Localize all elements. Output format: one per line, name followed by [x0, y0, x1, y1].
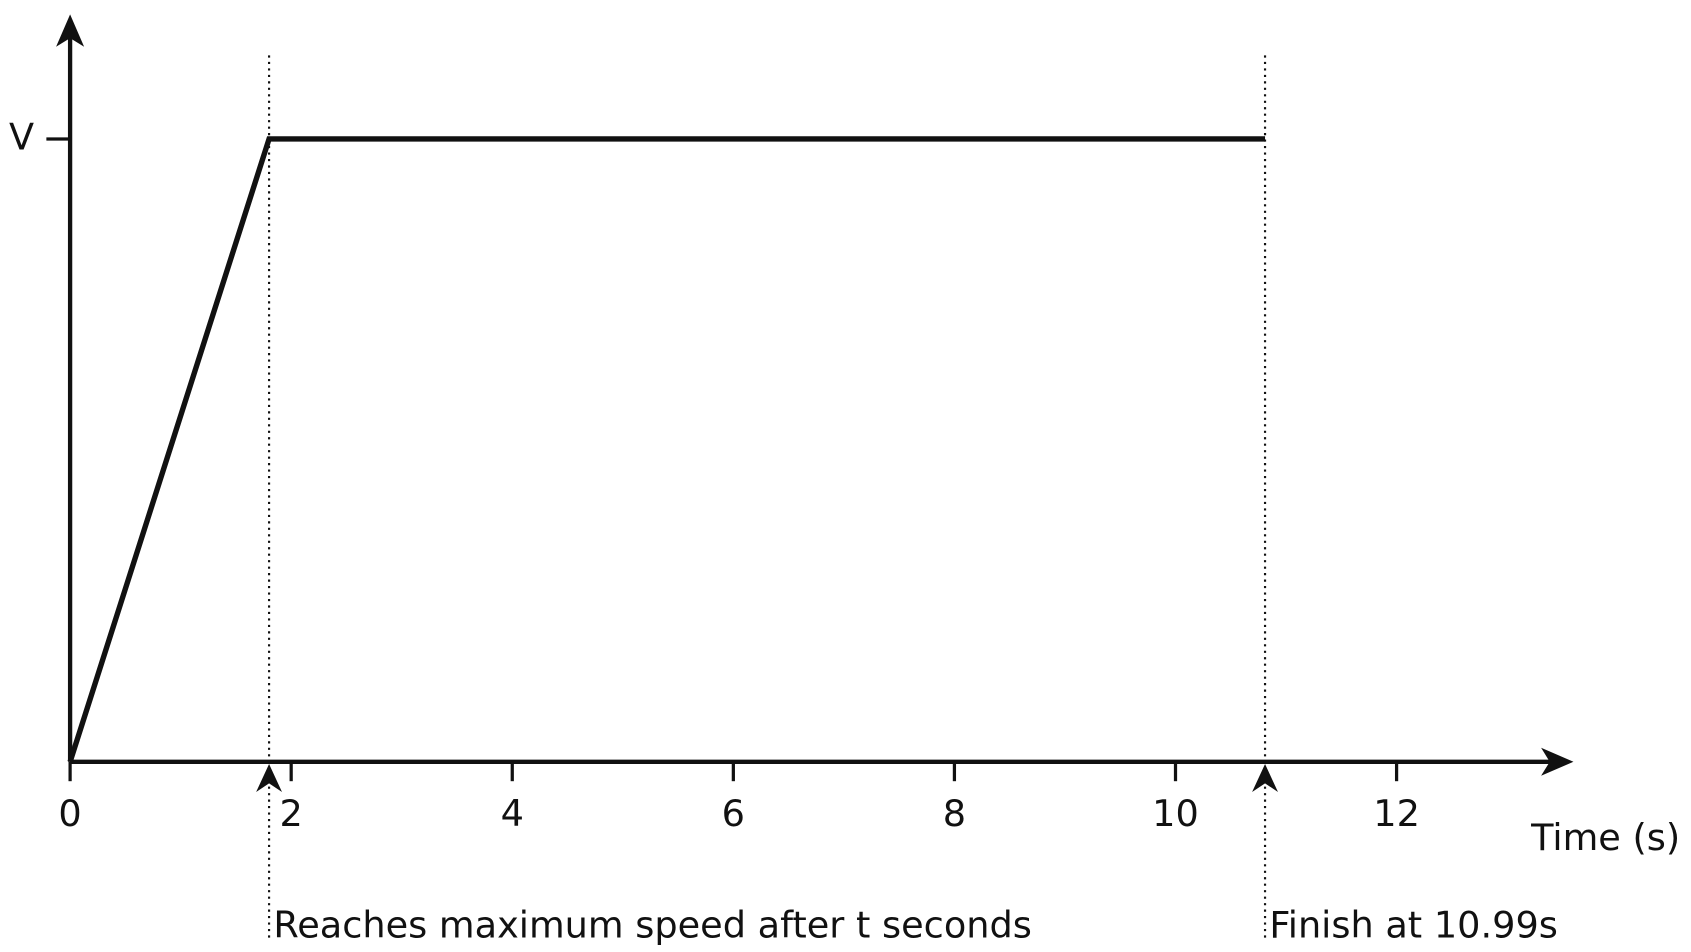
x-tick-label: 8	[943, 792, 966, 835]
x-tick-label: 4	[501, 792, 524, 835]
x-axis-label: Time (s)	[1530, 816, 1680, 859]
y-tick-label: V	[9, 115, 34, 158]
x-tick-label: 0	[58, 792, 81, 835]
x-tick-label: 2	[280, 792, 303, 835]
annotation-arrow	[1252, 763, 1278, 792]
series-line	[67, 136, 1266, 763]
annotation-text: Finish at 10.99s	[1269, 903, 1558, 946]
x-tick-label: 6	[722, 792, 745, 835]
x-tick-label: 12	[1373, 792, 1420, 835]
annotation-arrow	[256, 763, 283, 792]
x-tick-label: 10	[1152, 792, 1199, 835]
annotation-text: Reaches maximum speed after t seconds	[273, 903, 1032, 946]
x-axis-arrow	[1541, 747, 1574, 776]
y-axis-arrow	[56, 14, 85, 47]
